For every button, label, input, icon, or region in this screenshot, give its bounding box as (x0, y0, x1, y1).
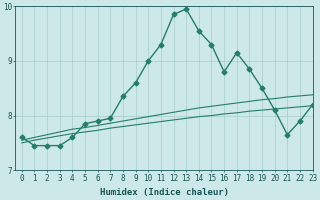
X-axis label: Humidex (Indice chaleur): Humidex (Indice chaleur) (100, 188, 228, 197)
